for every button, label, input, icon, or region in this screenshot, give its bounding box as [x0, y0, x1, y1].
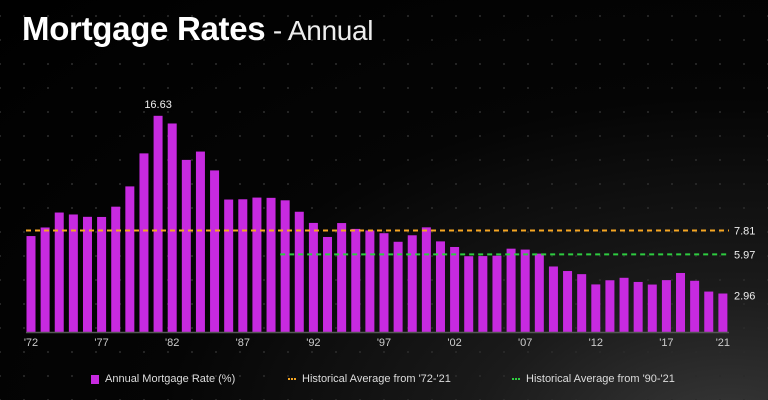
bar-05 — [492, 255, 502, 332]
bar-21 — [718, 293, 728, 332]
bar-78 — [111, 206, 121, 332]
bar-73 — [40, 227, 50, 332]
bar-20 — [704, 291, 714, 332]
bar-88 — [252, 197, 262, 332]
legend-swatch — [91, 374, 99, 384]
bar-81 — [153, 115, 163, 332]
bar-98 — [393, 241, 403, 332]
chart-title: Mortgage Rates - Annual — [22, 10, 374, 47]
bar-84 — [195, 151, 205, 332]
bar-99 — [407, 235, 417, 332]
bar-75 — [68, 214, 78, 332]
legend-item-avg-90-21: Historical Average from '90-'21 — [512, 373, 675, 385]
title-main: Mortgage Rates — [22, 10, 266, 47]
x-tick-label: '12 — [589, 337, 603, 349]
bar-91 — [294, 211, 304, 332]
bar-13 — [605, 280, 615, 332]
legend-label: Historical Average from '72-'21 — [302, 373, 451, 385]
bar-96 — [365, 230, 375, 332]
bar-80 — [139, 153, 149, 332]
bar-86 — [224, 199, 234, 332]
bar-02 — [450, 246, 460, 332]
bar-14 — [619, 277, 629, 332]
x-tick-label: '87 — [236, 337, 250, 349]
bar-19 — [690, 280, 700, 332]
bar-16 — [647, 284, 657, 332]
x-tick-label: '92 — [306, 337, 320, 349]
bar-83 — [181, 159, 191, 332]
bar-07 — [520, 249, 530, 332]
bar-18 — [676, 272, 686, 332]
bar-92 — [308, 222, 318, 332]
x-tick-label: '02 — [447, 337, 461, 349]
bar-76 — [82, 216, 92, 332]
bar-00 — [421, 227, 431, 332]
x-tick-label: '21 — [716, 337, 730, 349]
title-subtitle: Annual — [287, 15, 374, 46]
bar-87 — [238, 199, 248, 332]
x-tick-label: '07 — [518, 337, 532, 349]
bar-95 — [351, 228, 361, 332]
legend-swatch — [512, 378, 520, 380]
legend-label: Annual Mortgage Rate (%) — [105, 373, 236, 385]
bar-11 — [577, 274, 587, 332]
bar-74 — [54, 212, 64, 332]
bar-94 — [337, 223, 347, 332]
bar-09 — [548, 266, 558, 332]
bar-17 — [661, 280, 671, 332]
data-label: 2.96 — [734, 291, 755, 303]
x-tick-label: '97 — [377, 337, 391, 349]
x-tick-label: '77 — [94, 337, 108, 349]
bar-82 — [167, 123, 177, 332]
legend-swatch — [288, 378, 296, 380]
bar-77 — [97, 216, 107, 332]
reference-line-label: 5.97 — [734, 249, 755, 261]
bar-01 — [435, 241, 445, 332]
bar-04 — [478, 256, 488, 332]
bar-03 — [464, 256, 474, 332]
bar-93 — [323, 236, 333, 332]
bar-90 — [280, 200, 290, 332]
x-tick-label: '82 — [165, 337, 179, 349]
bar-72 — [26, 236, 36, 332]
bar-08 — [534, 253, 544, 332]
bar-89 — [266, 197, 276, 332]
legend-item-annual-rate: Annual Mortgage Rate (%) — [91, 373, 235, 385]
x-tick-label: '17 — [659, 337, 673, 349]
legend-item-avg-72-21: Historical Average from '72-'21 — [288, 373, 451, 385]
reference-line-label: 7.81 — [734, 225, 755, 237]
bar-10 — [563, 271, 573, 332]
bar-15 — [633, 281, 643, 332]
bar-12 — [591, 284, 601, 332]
x-tick-label: '72 — [24, 337, 38, 349]
bar-79 — [125, 186, 135, 332]
data-label: 16.63 — [144, 99, 172, 111]
bar-85 — [210, 170, 220, 332]
bar-06 — [506, 248, 516, 332]
bar-97 — [379, 233, 389, 332]
legend-label: Historical Average from '90-'21 — [526, 373, 675, 385]
